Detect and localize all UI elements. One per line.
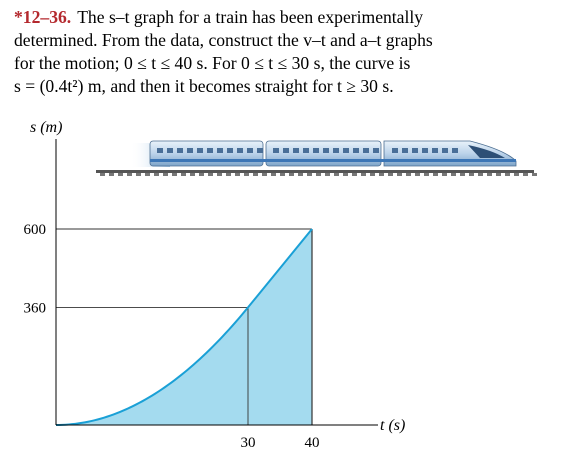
rail-tie bbox=[451, 173, 456, 176]
rail-tie bbox=[370, 173, 375, 176]
s-t-curve bbox=[55, 228, 313, 426]
rail-tie bbox=[298, 173, 303, 176]
rail-tie bbox=[253, 173, 258, 176]
rail-tie bbox=[460, 173, 465, 176]
train-window bbox=[363, 148, 369, 153]
rail-tie bbox=[136, 173, 141, 176]
problem-line-2: determined. From the data, construct the… bbox=[14, 30, 433, 50]
rail-tie bbox=[262, 173, 267, 176]
train-window bbox=[177, 148, 183, 153]
problem-number: *12–36. bbox=[14, 7, 72, 27]
train-window bbox=[167, 148, 173, 153]
rail-tie bbox=[100, 173, 105, 176]
train-window bbox=[257, 148, 263, 153]
rail-tie bbox=[199, 173, 204, 176]
train-window bbox=[392, 148, 398, 153]
y-axis-title: s (m) bbox=[30, 119, 62, 136]
rail-tie bbox=[307, 173, 312, 176]
rail-tie bbox=[415, 173, 420, 176]
train-window bbox=[273, 148, 279, 153]
rail-tie bbox=[244, 173, 249, 176]
train-window bbox=[157, 148, 163, 153]
rail-tie bbox=[343, 173, 348, 176]
train-window bbox=[313, 148, 319, 153]
rail-tie bbox=[325, 173, 330, 176]
problem-line-3: for the motion; 0 ≤ t ≤ 40 s. For 0 ≤ t … bbox=[14, 53, 411, 73]
train-window bbox=[442, 148, 448, 153]
rail-tie bbox=[118, 173, 123, 176]
train-window bbox=[237, 148, 243, 153]
train-window bbox=[343, 148, 349, 153]
train-window bbox=[207, 148, 213, 153]
rail-tie bbox=[406, 173, 411, 176]
rail-ties bbox=[100, 173, 537, 176]
train-window bbox=[333, 148, 339, 153]
train-window bbox=[432, 148, 438, 153]
rail-tie bbox=[235, 173, 240, 176]
train-window bbox=[353, 148, 359, 153]
problem-line-1: *12–36. The s–t graph for a train has bee… bbox=[14, 6, 562, 29]
train-window bbox=[412, 148, 418, 153]
rail-tie bbox=[433, 173, 438, 176]
rail-tie bbox=[181, 173, 186, 176]
rail-tie bbox=[487, 173, 492, 176]
train-window bbox=[373, 148, 379, 153]
rail-tie bbox=[361, 173, 366, 176]
train-windows bbox=[157, 148, 458, 153]
rail-tie bbox=[172, 173, 177, 176]
rail-tie bbox=[478, 173, 483, 176]
rail-tie bbox=[145, 173, 150, 176]
train-window bbox=[422, 148, 428, 153]
rail-tie bbox=[109, 173, 114, 176]
rail-tie bbox=[523, 173, 528, 176]
rail-tie bbox=[154, 173, 159, 176]
x-tick-label-40: 40 bbox=[305, 435, 320, 451]
rail-tie bbox=[334, 173, 339, 176]
train-window bbox=[283, 148, 289, 153]
train-window bbox=[247, 148, 253, 153]
y-tick-label-360: 360 bbox=[24, 300, 47, 316]
problem-text-1: The s–t graph for a train has been exper… bbox=[77, 7, 424, 27]
train-icon bbox=[96, 140, 537, 176]
rail-tie bbox=[190, 173, 195, 176]
rail-tie bbox=[505, 173, 510, 176]
rail-tie bbox=[208, 173, 213, 176]
rail-tie bbox=[514, 173, 519, 176]
y-tick-label-600: 600 bbox=[24, 222, 47, 238]
rail-tie bbox=[397, 173, 402, 176]
rail-tie bbox=[271, 173, 276, 176]
train-window bbox=[227, 148, 233, 153]
rail-tie bbox=[424, 173, 429, 176]
train-window bbox=[303, 148, 309, 153]
rail-tie bbox=[316, 173, 321, 176]
rail-tie bbox=[163, 173, 168, 176]
rail-tie bbox=[280, 173, 285, 176]
rail-tie bbox=[496, 173, 501, 176]
rail-tie bbox=[532, 173, 537, 176]
rail-tie bbox=[352, 173, 357, 176]
train-window bbox=[217, 148, 223, 153]
problem-line-4: s = (0.4t²) m, and then it becomes strai… bbox=[14, 76, 394, 96]
rail-tie bbox=[226, 173, 231, 176]
rail-tie bbox=[442, 173, 447, 176]
train-window bbox=[402, 148, 408, 153]
train-window bbox=[187, 148, 193, 153]
rail-tie bbox=[379, 173, 384, 176]
rail-tie bbox=[469, 173, 474, 176]
x-axis-title: t (s) bbox=[380, 417, 405, 434]
rail-tie bbox=[388, 173, 393, 176]
rail-tie bbox=[127, 173, 132, 176]
train-window bbox=[323, 148, 329, 153]
train-window bbox=[197, 148, 203, 153]
x-tick-label-30: 30 bbox=[241, 435, 256, 451]
train-window bbox=[452, 148, 458, 153]
area-fill bbox=[56, 229, 312, 425]
train-window bbox=[293, 148, 299, 153]
rail-tie bbox=[217, 173, 222, 176]
problem-statement: *12–36. The s–t graph for a train has bee… bbox=[14, 6, 562, 98]
rail-tie bbox=[289, 173, 294, 176]
